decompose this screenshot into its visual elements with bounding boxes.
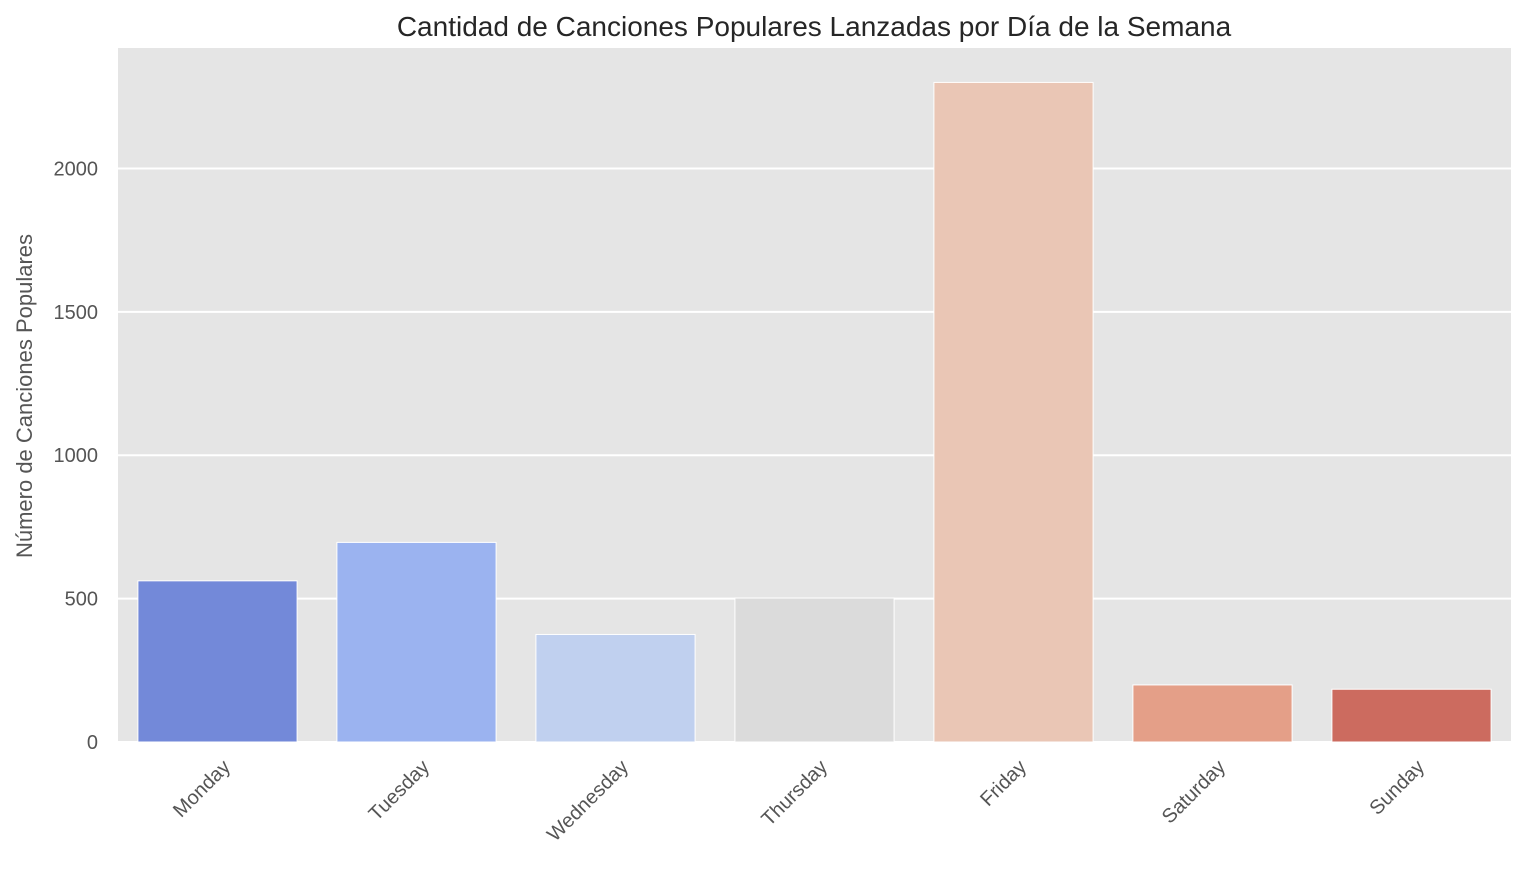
y-tick-label: 1000 [54, 445, 99, 467]
y-axis-ticks: 0 500 1000 1500 2000 [54, 158, 99, 754]
bars [137, 81, 1492, 743]
x-tick-label: Wednesday [543, 756, 633, 846]
y-tick-label: 0 [87, 732, 98, 754]
bar-sunday [1331, 688, 1492, 743]
y-tick-label: 2000 [54, 158, 99, 180]
x-axis-ticks: Monday Tuesday Wednesday Thursday Friday Satu… [169, 756, 1429, 846]
bar-monday [137, 580, 298, 743]
bar-saturday [1132, 684, 1293, 743]
x-tick-label: Thursday [758, 756, 833, 831]
bar-friday [933, 81, 1094, 743]
bar-thursday [734, 597, 895, 743]
x-tick-label: Friday [976, 756, 1031, 811]
bar-tuesday [336, 541, 497, 743]
y-axis-label: Número de Canciones Populares [12, 234, 37, 558]
bar-wednesday [535, 633, 696, 743]
y-tick-label: 1500 [54, 302, 99, 324]
y-tick-label: 500 [65, 589, 98, 611]
x-tick-label: Saturday [1158, 756, 1230, 828]
x-tick-label: Monday [169, 756, 235, 822]
chart-title: Cantidad de Canciones Populares Lanzadas… [397, 11, 1232, 42]
x-tick-label: Sunday [1366, 756, 1430, 820]
x-tick-label: Tuesday [365, 756, 434, 825]
